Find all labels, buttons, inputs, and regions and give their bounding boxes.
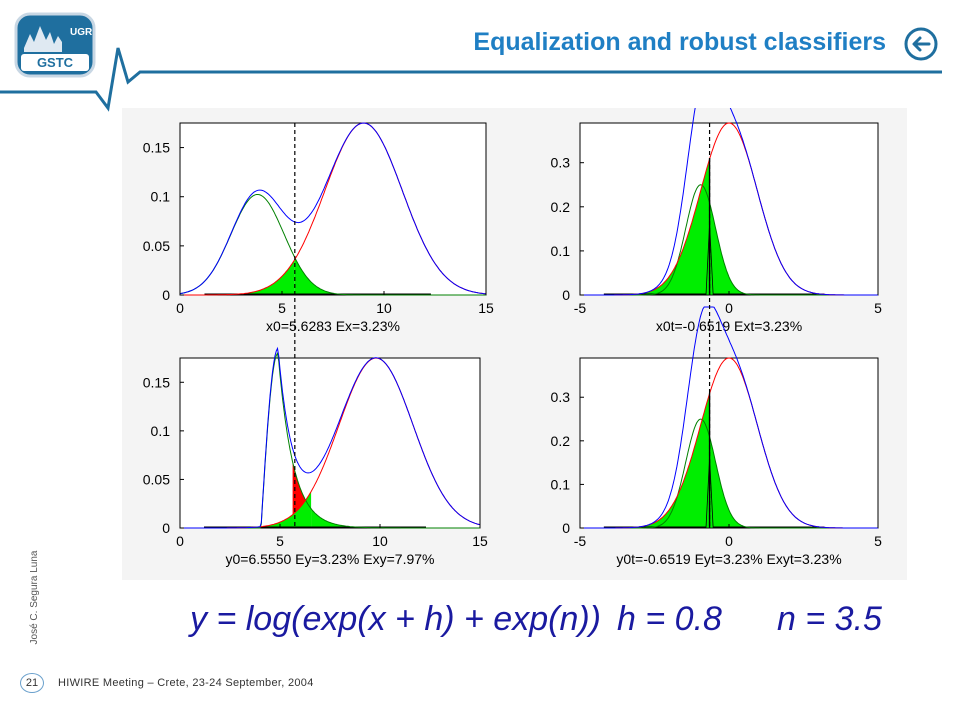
- y-tick-label: 0.3: [551, 155, 571, 171]
- error-fill: [180, 259, 295, 295]
- series-line-2: [580, 306, 878, 529]
- x-tick-label: 0: [725, 300, 733, 316]
- x-axis-label: y0=6.5550 Ey=3.23% Exy=7.97%: [226, 551, 435, 567]
- y-tick-label: 0: [562, 287, 570, 303]
- error-fill: [580, 393, 710, 528]
- x-tick-label: 15: [478, 300, 494, 316]
- chart-bottom-left: 0 5 10 15 0 0.05 0.1 0.15 y0=6.5550 Ey=3.23% Exy…: [143, 346, 488, 567]
- equation: y = log(exp(x + h) + exp(n)): [188, 600, 601, 638]
- error-fill: [180, 491, 312, 528]
- author-name: José C. Segura Luna: [29, 550, 40, 645]
- x-axis-label: y0t=-0.6519 Eyt=3.23% Exyt=3.23%: [616, 551, 841, 567]
- page-title: Equalization and robust classifiers: [473, 28, 886, 56]
- x-tick-label: 15: [472, 533, 488, 549]
- x-tick-label: -5: [574, 533, 587, 549]
- y-tick-label: 0: [562, 520, 570, 536]
- y-tick-label: 0.2: [551, 433, 571, 449]
- y-tick-label: 0.3: [551, 389, 571, 405]
- y-tick-label: 0.05: [143, 238, 170, 254]
- x-tick-label: -5: [574, 300, 587, 316]
- author-sidebar: José C. Segura Luna: [28, 536, 42, 661]
- x-tick-label: 5: [874, 533, 882, 549]
- y-tick-label: 0.1: [151, 189, 171, 205]
- series-line-2: [580, 108, 878, 296]
- x-axis-label: x0t=-0.6519 Ext=3.23%: [656, 318, 802, 334]
- x-tick-label: 5: [874, 300, 882, 316]
- logo-ugr-text: UGR: [70, 27, 93, 38]
- error-fill: [294, 257, 486, 295]
- y-tick-label: 0.15: [143, 374, 170, 390]
- x-tick-label: 0: [176, 300, 184, 316]
- error-fill: [311, 508, 480, 528]
- chart-top-left: 0 5 10 15 0 0.05 0.1 0.15 x0=5.6283 Ex=3.23%: [143, 122, 494, 334]
- series-line-2: [179, 122, 487, 295]
- x-tick-label: 5: [276, 533, 284, 549]
- formula-row: y = log(exp(x + h) + exp(n)) h = 0.8 n =…: [188, 600, 882, 638]
- x-tick-label: 0: [725, 533, 733, 549]
- footer-text: HIWIRE Meeting – Crete, 23-24 September,…: [58, 677, 314, 689]
- y-tick-label: 0.1: [551, 476, 571, 492]
- y-tick-label: 0.2: [551, 199, 571, 215]
- error-fill: [709, 436, 878, 528]
- x-tick-label: 10: [376, 300, 392, 316]
- plot-area: [579, 357, 879, 529]
- n-param: n = 3.5: [777, 600, 882, 638]
- x-axis-label: x0=5.6283 Ex=3.23%: [266, 318, 400, 334]
- plot-area: [579, 122, 879, 296]
- y-tick-label: 0.1: [551, 243, 571, 259]
- series-line-2: [180, 346, 481, 529]
- plot-area: [179, 122, 487, 296]
- h-param: h = 0.8: [617, 600, 722, 638]
- gstc-logo: UGR GSTC: [14, 12, 96, 78]
- x-tick-label: 0: [176, 533, 184, 549]
- x-tick-label: 5: [278, 300, 286, 316]
- x-tick-label: 10: [372, 533, 388, 549]
- y-tick-label: 0.15: [143, 140, 170, 156]
- y-tick-label: 0: [162, 520, 170, 536]
- error-fill: [709, 202, 878, 295]
- logo-gstc-text: GSTC: [37, 55, 74, 70]
- error-fill: [580, 159, 710, 295]
- y-tick-label: 0: [162, 287, 170, 303]
- y-tick-label: 0.1: [151, 423, 171, 439]
- page-number: 21: [20, 673, 44, 693]
- header-pulse-line: [0, 47, 942, 112]
- arrow-left-circle-icon[interactable]: [904, 27, 938, 61]
- y-tick-label: 0.05: [143, 471, 170, 487]
